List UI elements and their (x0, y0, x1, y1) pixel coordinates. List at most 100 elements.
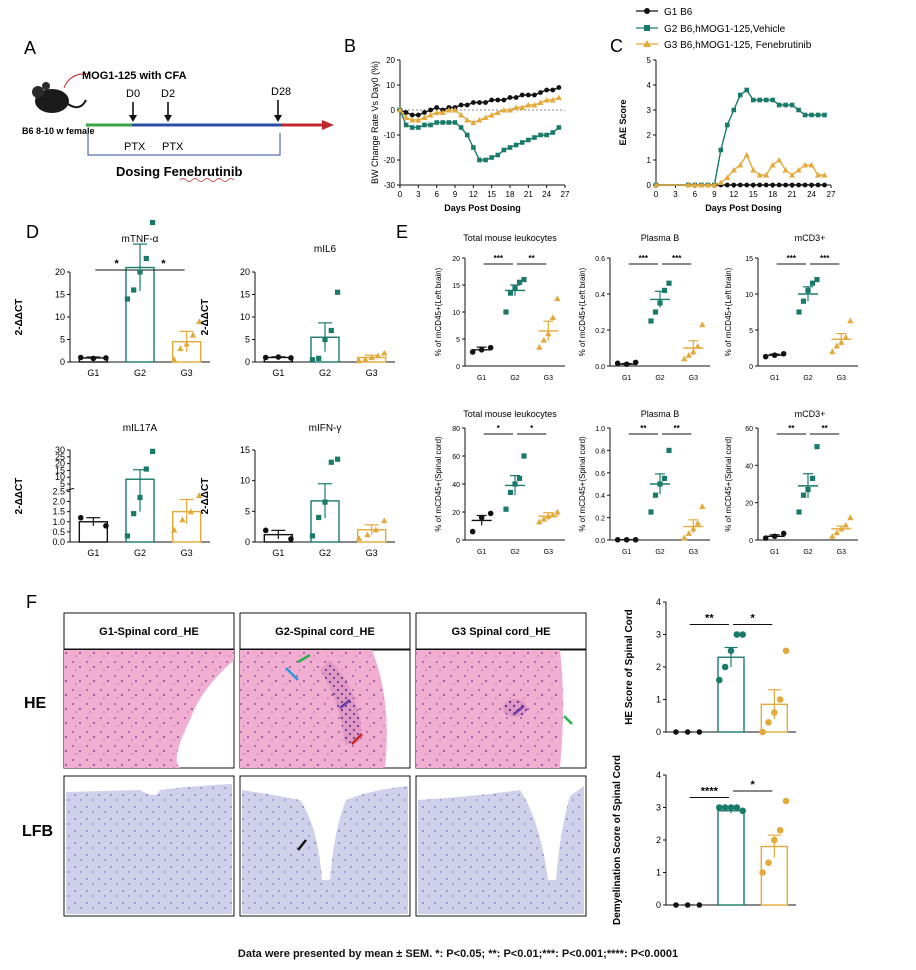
y-axis-title: % of mCD45+(Spinal cord) (434, 436, 443, 532)
data-point-g3 (397, 107, 403, 113)
data-point-g1 (731, 182, 737, 188)
data-point-g3 (488, 112, 495, 118)
axis-break-mark (65, 487, 75, 491)
d0-label: D0 (126, 88, 140, 100)
y-tick-label: 1.0 (595, 426, 605, 433)
data-point-g1 (103, 523, 109, 529)
data-point-g1 (464, 102, 470, 108)
data-point-g2 (721, 804, 729, 811)
data-point-g1 (632, 359, 639, 366)
data-point-g1 (487, 344, 494, 351)
data-point-g3 (685, 352, 693, 358)
data-point-g1 (822, 182, 827, 188)
histology-panel: G1-Spinal cord_HE G2-Spinal cord_HE G3 S… (22, 612, 587, 917)
data-point-g1 (556, 85, 562, 90)
y-tick-label: -10 (383, 131, 395, 140)
mouse-label: B6 8-10 w female (22, 126, 95, 136)
y-axis-title: % of mCD45+(Left brain) (578, 267, 587, 356)
data-point-g3 (776, 696, 784, 703)
data-point-g2 (452, 120, 458, 125)
y-tick-label: 5 (245, 506, 250, 516)
data-point-g2 (503, 506, 509, 512)
data-point-g2 (532, 135, 537, 140)
x-tick-label: 18 (768, 190, 777, 199)
x-tick-label: 9 (712, 190, 717, 199)
data-point-g1 (783, 182, 789, 188)
x-tick-label: 15 (487, 190, 496, 199)
data-point-g3 (381, 517, 388, 524)
data-point-g3 (183, 340, 190, 347)
data-point-g3 (821, 172, 828, 178)
data-point-g3 (427, 112, 434, 118)
data-point-g3 (433, 109, 440, 115)
x-category-label: G2 (319, 368, 331, 378)
panel-letter-e: E (396, 222, 408, 242)
data-point-g2 (544, 132, 549, 138)
histology-header-g1: G1-Spinal cord_HE (99, 626, 199, 638)
data-point-g3 (829, 348, 836, 355)
data-point-g2 (495, 152, 501, 158)
significance-label: * (161, 258, 166, 270)
data-point-g3 (494, 109, 501, 115)
x-category-label: G2 (803, 375, 812, 382)
significance-label: *** (787, 254, 797, 263)
y-tick-label: 20 (55, 267, 65, 277)
data-point-g2 (124, 296, 130, 302)
data-point-g2 (814, 277, 820, 283)
significance-label: ** (529, 254, 536, 263)
y-tick-label: 25 (55, 452, 65, 462)
data-point-g2 (521, 453, 527, 459)
data-point-g1 (275, 354, 282, 360)
y-tick-label: 0 (656, 727, 661, 737)
y-tick-label: 0.0 (595, 538, 605, 545)
data-point-g1 (489, 97, 495, 103)
y-tick-label: 0.2 (595, 328, 605, 335)
data-point-g3 (470, 119, 477, 125)
data-point-g2 (802, 112, 808, 118)
significance-label: * (497, 424, 501, 433)
data-point-g3 (355, 535, 363, 541)
y-tick-label: 0 (749, 364, 753, 371)
data-point-g2 (805, 287, 811, 293)
data-point-g1 (780, 350, 787, 357)
y-axis-title: % of mCD45+(Spinal cord) (578, 436, 587, 532)
data-point-g1 (90, 355, 97, 362)
y-tick-label: 2 (647, 131, 652, 140)
data-point-g2 (516, 279, 523, 285)
data-point-g2 (809, 112, 814, 118)
mouse-icon (32, 82, 87, 113)
data-point-g3 (554, 295, 561, 302)
y-tick-label: 15 (55, 465, 65, 475)
data-point-g3 (196, 492, 203, 499)
significance-label: *** (820, 254, 830, 263)
data-point-g2 (750, 97, 756, 103)
arrow-red-icon (351, 733, 363, 745)
data-point-g2 (131, 287, 137, 293)
x-tick-label: 12 (729, 190, 738, 199)
data-point-g2 (776, 102, 782, 108)
panel-letter-c: C (610, 36, 623, 56)
data-point-g3 (771, 709, 778, 716)
panel-letter-f: F (26, 592, 37, 612)
data-point-g3 (842, 521, 850, 528)
data-point-g2 (796, 107, 801, 113)
data-point-g1 (478, 514, 485, 521)
y-axis-title: BW Change Rate Vs Day0 (%) (370, 61, 380, 184)
y-tick-label: 5 (456, 337, 460, 344)
data-point-g3 (847, 514, 854, 521)
x-tick-label: 27 (561, 190, 570, 199)
y-tick-label: 1 (647, 156, 652, 165)
data-point-g3 (759, 728, 766, 736)
data-point-g2 (757, 97, 763, 103)
x-tick-label: 3 (416, 190, 421, 199)
y-tick-label: 0 (245, 357, 250, 367)
x-category-label: G1 (622, 375, 631, 382)
panel-letter-a: A (24, 38, 36, 58)
x-tick-label: 6 (434, 190, 439, 199)
y-tick-label: 40 (452, 482, 460, 489)
data-point-g2 (309, 357, 315, 363)
data-point-g3 (789, 172, 796, 178)
legend-g3-marker (643, 40, 651, 47)
